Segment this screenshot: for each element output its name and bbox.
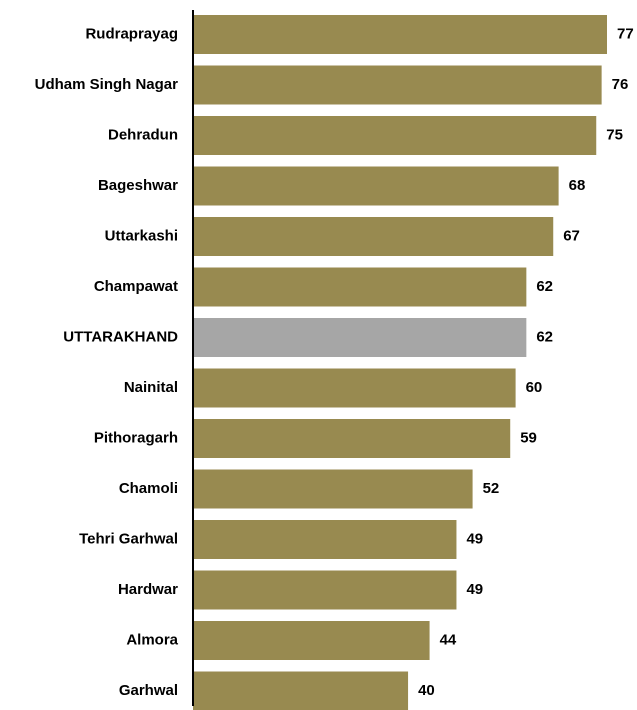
category-label-almora: Almora xyxy=(126,631,178,648)
bar-chamoli xyxy=(193,469,473,509)
category-label-bageshwar: Bageshwar xyxy=(98,177,178,194)
category-label-pithoragarh: Pithoragarh xyxy=(94,429,178,446)
bar-hardwar xyxy=(193,570,457,610)
category-label-hardwar: Hardwar xyxy=(118,581,178,598)
category-labels-group: Rudraprayag Udham Singh Nagar Dehradun Bage… xyxy=(35,25,179,699)
value-label-nainital: 60 xyxy=(526,379,543,396)
bar-pithoragarh xyxy=(193,419,511,458)
category-label-dehradun: Dehradun xyxy=(108,126,178,143)
bar-tehri-garhwal xyxy=(193,520,457,559)
value-label-uttarakhand: 62 xyxy=(536,328,553,345)
category-label-nainital: Nainital xyxy=(124,379,178,396)
bar-nainital xyxy=(193,368,516,408)
value-label-pithoragarh: 59 xyxy=(520,429,537,446)
category-label-uttarakhand: UTTARAKHAND xyxy=(63,328,178,345)
bar-dehradun xyxy=(193,116,597,155)
value-label-tehri-garhwal: 49 xyxy=(466,530,483,547)
bar-uttarkashi xyxy=(193,217,554,256)
bar-udham-singh-nagar xyxy=(193,65,602,105)
bar-uttarakhand xyxy=(193,318,527,357)
category-label-chamoli: Chamoli xyxy=(119,480,178,497)
value-label-chamoli: 52 xyxy=(483,480,500,497)
value-label-hardwar: 49 xyxy=(466,581,483,598)
bar-almora xyxy=(193,621,430,660)
value-label-champawat: 62 xyxy=(536,278,553,295)
bar-champawat xyxy=(193,267,527,307)
value-label-udham-singh-nagar: 76 xyxy=(612,76,629,93)
value-labels-group: 77 76 75 68 67 62 62 60 59 52 49 49 44 40 xyxy=(418,25,634,699)
category-label-rudraprayag: Rudraprayag xyxy=(85,25,178,42)
category-label-uttarkashi: Uttarkashi xyxy=(105,227,178,244)
value-label-dehradun: 75 xyxy=(606,126,623,143)
category-label-udham-singh-nagar: Udham Singh Nagar xyxy=(35,76,179,93)
bars-group xyxy=(193,15,607,710)
value-label-rudraprayag: 77 xyxy=(617,25,634,42)
bar-rudraprayag xyxy=(193,15,607,54)
value-label-garhwal: 40 xyxy=(418,682,435,699)
category-label-garhwal: Garhwal xyxy=(119,682,178,699)
value-label-bageshwar: 68 xyxy=(569,177,586,194)
value-label-almora: 44 xyxy=(440,631,457,648)
bar-garhwal xyxy=(193,671,409,710)
category-label-tehri-garhwal: Tehri Garhwal xyxy=(79,530,178,547)
value-label-uttarkashi: 67 xyxy=(563,227,580,244)
bar-bageshwar xyxy=(193,166,559,206)
category-label-champawat: Champawat xyxy=(94,278,178,295)
